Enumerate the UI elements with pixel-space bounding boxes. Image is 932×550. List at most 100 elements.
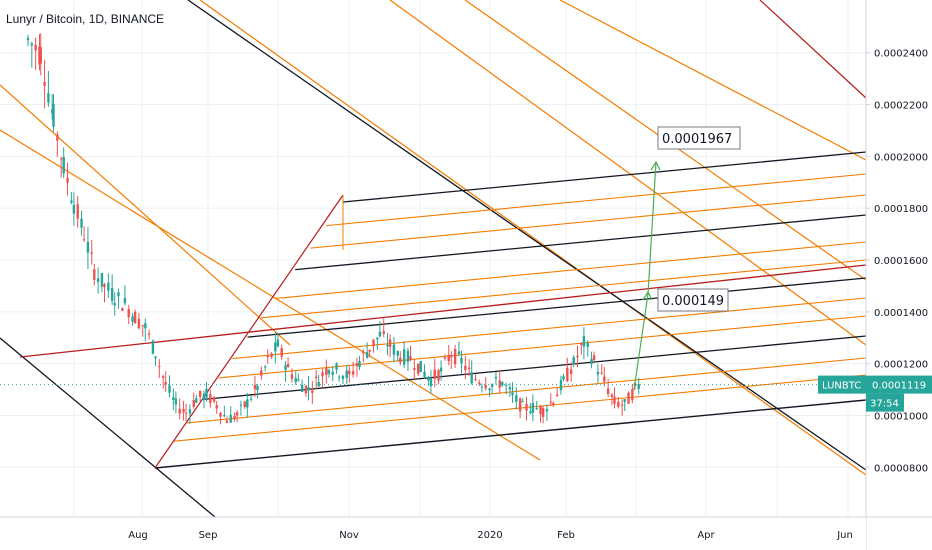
candle-body xyxy=(184,412,188,414)
projection-arrow xyxy=(633,161,657,391)
price-tick-label-0: 0.0000800 xyxy=(874,463,928,474)
pitchfork-line-8 xyxy=(274,241,867,300)
candle-body xyxy=(229,414,232,423)
candle-body xyxy=(110,288,114,301)
candle-body xyxy=(590,358,593,365)
candle-body xyxy=(123,297,127,304)
candle-body xyxy=(457,351,461,354)
price-tick-label-3: 0.0001400 xyxy=(874,308,928,319)
candle-body xyxy=(117,292,120,297)
candle-body xyxy=(93,269,96,280)
candle-body xyxy=(515,395,518,402)
candle-body xyxy=(606,388,610,395)
candle-body xyxy=(627,392,630,404)
candle-body xyxy=(137,318,141,329)
candle-body xyxy=(572,357,575,365)
candle-body xyxy=(96,278,100,282)
candle-body xyxy=(617,401,620,407)
candle-body xyxy=(504,384,508,386)
candle-body xyxy=(76,204,79,219)
candle-body xyxy=(72,205,76,214)
candle-body xyxy=(427,376,430,381)
candle-body xyxy=(56,134,59,141)
candle-body xyxy=(450,355,453,358)
symbol-badge-label: LUNBTC xyxy=(822,381,861,392)
candle-body xyxy=(613,396,616,404)
candle-body xyxy=(198,390,202,397)
candle-body xyxy=(249,398,253,400)
candle-body xyxy=(286,364,290,368)
candle-body xyxy=(276,339,280,347)
candle-body xyxy=(205,389,208,398)
candle-body xyxy=(39,47,42,64)
candle-body xyxy=(569,369,573,375)
candle-body xyxy=(256,385,259,391)
candle-body xyxy=(266,355,269,358)
candle-body xyxy=(212,397,216,402)
diagonal-black-lower xyxy=(0,337,216,518)
candle-body xyxy=(447,355,450,362)
time-tick-label-6: Jun xyxy=(836,530,853,541)
candle-body xyxy=(80,218,83,228)
candle-body xyxy=(382,331,385,335)
candle-body xyxy=(274,342,277,352)
candle-body xyxy=(501,382,504,386)
current-price-label: 0.0001119 xyxy=(872,381,926,392)
candle-body xyxy=(235,412,239,416)
candle-body xyxy=(270,353,273,358)
candle-body xyxy=(348,370,351,375)
candle-body xyxy=(151,340,155,354)
candle-body xyxy=(372,339,375,347)
candle-body xyxy=(154,356,157,359)
candle-body xyxy=(290,374,294,379)
candle-body xyxy=(365,352,369,358)
time-axis-bg xyxy=(0,517,866,550)
candle-body xyxy=(623,399,626,402)
candle-body xyxy=(498,380,501,388)
pitchfork-line-6 xyxy=(247,277,867,338)
projection-arrow-head-top xyxy=(650,160,661,171)
candle-body xyxy=(399,357,402,363)
candle-body xyxy=(284,365,287,370)
candle-body xyxy=(413,368,416,370)
annotation-label-1: 0.000149 xyxy=(662,294,724,309)
candle-body xyxy=(433,369,436,380)
candle-body xyxy=(494,376,498,379)
diagonal-red-top xyxy=(759,0,867,99)
price-tick-label-2: 0.0001200 xyxy=(874,360,928,371)
candle-body xyxy=(297,379,300,381)
candle-body xyxy=(539,406,542,415)
candle-body xyxy=(307,387,310,391)
candle-body xyxy=(545,408,549,412)
candle-body xyxy=(107,282,110,291)
candle-body xyxy=(416,363,420,374)
candle-body xyxy=(192,400,195,407)
candle-body xyxy=(419,361,422,372)
candle-body xyxy=(158,365,161,367)
candle-body xyxy=(592,355,596,360)
candle-body xyxy=(260,370,263,376)
candle-body xyxy=(464,365,467,371)
price-tick-label-4: 0.0001600 xyxy=(874,256,928,267)
candle-body xyxy=(34,44,37,51)
time-tick-label-5: Apr xyxy=(697,530,715,541)
candle-body xyxy=(161,376,165,378)
candle-body xyxy=(52,103,55,127)
candle-body xyxy=(327,370,331,374)
candle-body xyxy=(566,367,569,382)
time-tick-label-1: Sep xyxy=(199,530,218,541)
pitchfork-line-9 xyxy=(295,214,867,271)
candle-body xyxy=(392,344,396,355)
candle-body xyxy=(300,384,304,392)
candle-body xyxy=(467,367,471,369)
candle-body xyxy=(478,382,481,385)
candle-body xyxy=(576,355,579,358)
candle-body xyxy=(337,376,341,378)
candle-body xyxy=(586,342,589,347)
candle-body xyxy=(225,420,229,423)
candle-body xyxy=(535,408,538,410)
candle-body xyxy=(233,415,236,420)
candle-body xyxy=(470,372,473,384)
diagonal-orange-5 xyxy=(559,0,867,161)
